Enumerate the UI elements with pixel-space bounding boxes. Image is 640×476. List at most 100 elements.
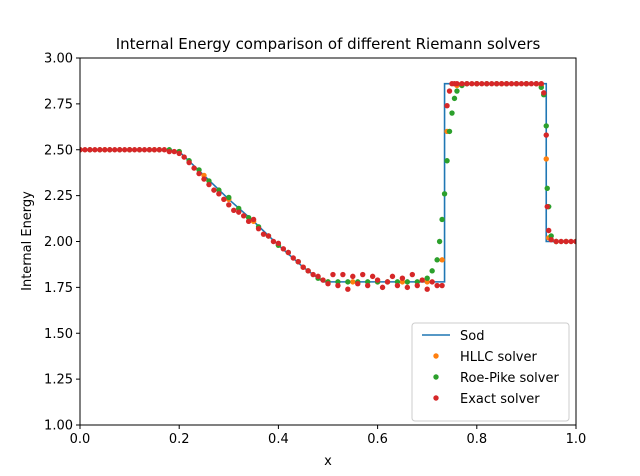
series-exact-solver xyxy=(80,80,576,292)
data-point xyxy=(439,282,445,289)
data-point xyxy=(161,147,168,153)
legend-label: Exact solver xyxy=(460,392,540,407)
data-point xyxy=(250,216,257,223)
legend-swatch xyxy=(433,374,439,380)
data-point xyxy=(558,238,564,245)
data-point xyxy=(399,275,406,281)
data-point xyxy=(553,238,559,245)
legend-label: HLLC solver xyxy=(460,350,538,365)
data-point xyxy=(508,80,515,87)
data-point xyxy=(80,147,83,153)
data-point xyxy=(434,257,440,263)
data-point xyxy=(136,147,143,153)
data-point xyxy=(176,150,182,157)
data-point xyxy=(201,176,207,182)
data-point xyxy=(518,80,525,87)
data-point xyxy=(488,80,495,87)
y-tick-label: 3.00 xyxy=(44,52,73,67)
data-point xyxy=(305,268,311,274)
data-point xyxy=(171,148,177,155)
data-point xyxy=(330,271,336,278)
data-point xyxy=(464,80,470,87)
data-point xyxy=(285,249,292,256)
data-point xyxy=(548,236,554,243)
data-point xyxy=(102,147,108,153)
data-point xyxy=(87,147,93,153)
legend-label: Sod xyxy=(460,329,484,344)
y-tick-label: 2.25 xyxy=(44,189,73,204)
data-point xyxy=(459,80,465,87)
x-axis-label: x xyxy=(324,454,332,469)
data-point xyxy=(546,227,552,234)
data-point xyxy=(360,271,366,278)
data-point xyxy=(479,80,485,87)
data-point xyxy=(404,284,411,291)
data-point xyxy=(231,207,237,214)
y-axis: 1.00 1.25 1.50 1.75 2.00 2.25 2.50 2.75 3.00 xyxy=(44,52,80,434)
y-tick-label: 2.00 xyxy=(44,235,73,250)
y-tick-label: 2.50 xyxy=(44,143,73,158)
data-point xyxy=(538,80,544,87)
data-point xyxy=(451,95,458,102)
data-point xyxy=(270,238,277,245)
data-point xyxy=(429,268,435,274)
data-point xyxy=(82,147,88,153)
x-axis: 0.0 0.2 0.4 0.6 0.8 1.0 xyxy=(70,425,587,447)
data-point xyxy=(186,159,192,166)
data-point xyxy=(345,286,351,292)
data-point xyxy=(409,271,416,278)
plot-area xyxy=(80,80,576,292)
data-point xyxy=(543,156,549,162)
data-point xyxy=(424,275,430,281)
legend-swatch xyxy=(433,353,439,359)
data-point xyxy=(446,88,453,94)
data-point xyxy=(156,147,163,153)
data-point xyxy=(441,191,448,197)
data-point xyxy=(236,209,242,215)
data-point xyxy=(211,187,217,193)
data-point xyxy=(245,218,252,225)
data-point xyxy=(544,185,550,191)
data-point xyxy=(449,110,455,116)
data-point xyxy=(573,238,576,245)
data-point xyxy=(523,80,530,87)
data-point xyxy=(498,80,505,87)
x-tick-label: 0.0 xyxy=(70,432,91,447)
data-point xyxy=(226,194,232,201)
data-point xyxy=(146,147,153,153)
data-point xyxy=(260,231,267,237)
data-point xyxy=(141,147,148,153)
data-point xyxy=(295,258,301,265)
data-point xyxy=(92,147,98,153)
x-tick-label: 1.0 xyxy=(566,432,587,447)
data-point xyxy=(181,154,187,160)
legend-swatch xyxy=(433,395,439,401)
data-point xyxy=(206,181,212,188)
data-point xyxy=(541,90,547,96)
x-tick-label: 0.4 xyxy=(268,432,289,447)
y-tick-label: 1.75 xyxy=(44,281,73,296)
x-tick-label: 0.6 xyxy=(367,432,388,447)
y-tick-label: 2.75 xyxy=(44,97,73,112)
data-point xyxy=(350,273,356,280)
data-point xyxy=(434,282,440,289)
data-point xyxy=(196,170,202,177)
x-tick-label: 0.8 xyxy=(466,432,487,447)
data-point xyxy=(454,80,460,87)
data-point xyxy=(543,132,549,138)
data-point xyxy=(315,273,321,280)
legend-label: Roe-Pike solver xyxy=(460,371,559,386)
data-point xyxy=(379,284,386,291)
x-tick-label: 0.2 xyxy=(169,432,190,447)
data-point xyxy=(429,279,435,285)
data-point xyxy=(446,128,453,135)
data-point xyxy=(469,80,475,87)
data-point xyxy=(544,203,550,210)
data-point xyxy=(419,277,425,283)
data-point xyxy=(533,80,540,87)
data-point xyxy=(424,286,430,292)
data-point xyxy=(126,147,133,153)
data-point xyxy=(240,213,247,219)
data-point xyxy=(221,196,227,202)
data-point xyxy=(369,273,376,280)
